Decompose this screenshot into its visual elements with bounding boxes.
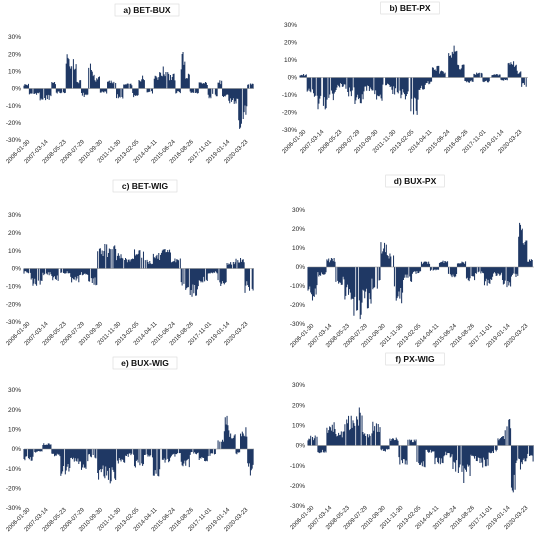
y-tick-label: 0% [12,446,22,453]
data-bars [23,415,254,484]
panel-title-box [385,352,445,366]
y-tick-label: 0% [12,266,22,273]
data-bars [23,244,254,297]
y-tick-label: 20% [292,226,305,233]
y-tick-label: 0% [296,443,306,450]
panel-title-box [385,174,445,188]
y-tick-label: 10% [8,248,21,255]
y-tick-label: -30% [6,137,21,144]
y-tick-label: -10% [6,284,21,291]
y-tick-label: 0% [12,86,22,93]
y-tick-label: -10% [6,103,21,110]
panel-title: f) PX-WIG [395,354,435,364]
y-tick-label: 30% [8,34,21,41]
y-tick-label: -10% [282,92,297,99]
y-tick-label: 10% [284,57,297,64]
data-bars [299,45,527,115]
panel-title-box [114,3,180,17]
panel-5: e) BUX-WIG30%20%10%0%-10%-20%-30%2006-01… [5,356,254,533]
y-tick-label: 0% [288,75,298,82]
panel-6: f) PX-WIG30%20%10%0%-10%-20%-30%2006-01-… [289,352,534,531]
panel-title-box [380,1,440,15]
y-tick-label: 10% [8,69,21,76]
panel-title: b) BET-PX [389,3,430,13]
y-tick-label: 20% [8,407,21,414]
y-tick-label: -30% [290,321,305,328]
y-tick-label: 30% [8,387,21,394]
y-tick-label: -20% [290,483,305,490]
panel-3: c) BET-WIG30%20%10%0%-10%-20%-30%2006-01… [5,179,254,347]
panel-title: e) BUX-WIG [121,358,169,368]
y-tick-label: -20% [6,301,21,308]
y-tick-label: 30% [292,382,305,389]
panel-title: c) BET-WIG [122,181,169,191]
y-tick-label: 0% [296,264,306,271]
y-tick-label: -20% [6,120,21,127]
y-tick-label: -10% [290,283,305,290]
y-tick-label: -20% [6,486,21,493]
data-bars [307,407,534,493]
y-tick-label: -20% [282,110,297,117]
y-tick-label: -10% [290,463,305,470]
y-tick-label: 10% [292,245,305,252]
panel-title: a) BET-BUX [123,5,171,15]
y-tick-label: -30% [282,127,297,134]
panel-title: d) BUX-PX [394,176,437,186]
panel-title-box [112,179,178,193]
y-tick-label: -30% [6,319,21,326]
data-bars [307,222,533,320]
y-tick-label: 10% [292,423,305,430]
y-tick-label: 30% [284,22,297,29]
y-tick-label: -20% [290,302,305,309]
y-tick-label: 30% [292,207,305,214]
y-tick-label: 20% [8,51,21,58]
y-tick-label: -30% [6,505,21,512]
y-tick-label: -10% [6,466,21,473]
y-tick-label: 10% [8,427,21,434]
y-tick-label: 20% [8,230,21,237]
y-tick-label: 20% [284,40,297,47]
y-tick-label: 30% [8,212,21,219]
panel-2: b) BET-PX30%20%10%0%-10%-20%-30%2006-01-… [281,1,528,155]
panel-title-box [112,356,178,370]
data-bars [23,52,254,129]
panel-1: a) BET-BUX30%20%10%0%-10%-20%-30%2006-01… [5,3,254,165]
y-tick-label: -30% [290,503,305,510]
y-tick-label: 20% [292,402,305,409]
panel-4: d) BUX-PX30%20%10%0%-10%-20%-30%2006-01-… [289,174,534,349]
